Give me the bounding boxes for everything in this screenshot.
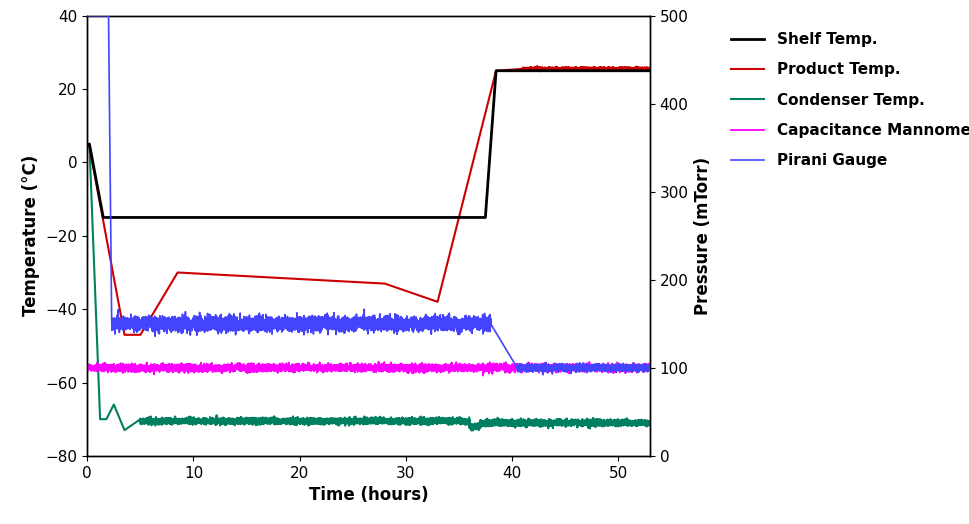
Y-axis label: Pressure (mTorr): Pressure (mTorr) [694, 157, 711, 315]
Y-axis label: Temperature (°C): Temperature (°C) [22, 155, 40, 316]
Legend: Shelf Temp., Product Temp., Condenser Temp., Capacitance Mannometer, Pirani Gaug: Shelf Temp., Product Temp., Condenser Te… [730, 32, 969, 168]
X-axis label: Time (hours): Time (hours) [308, 486, 428, 504]
